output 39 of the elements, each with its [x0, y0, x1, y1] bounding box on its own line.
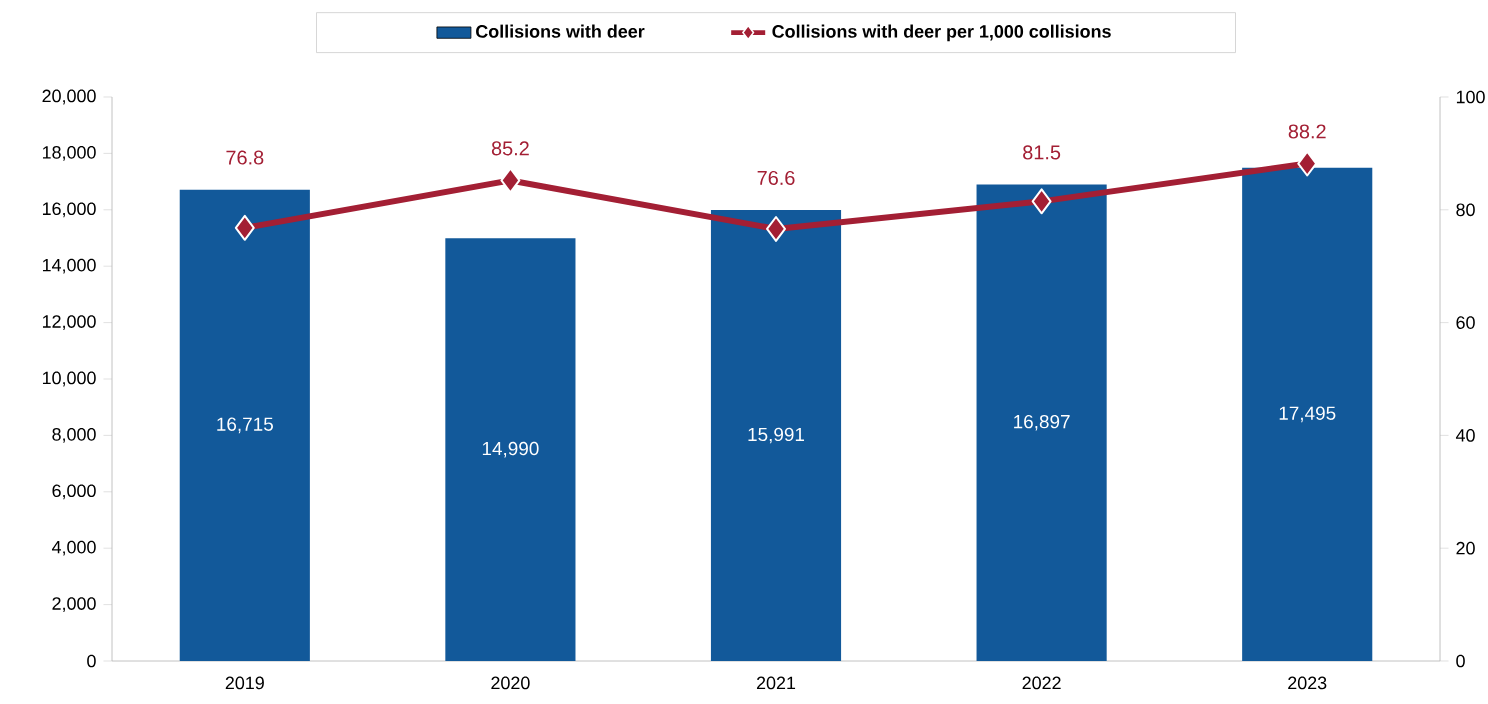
data-label: 14,990 [482, 441, 539, 458]
y2-tick-label: 20 [1456, 541, 1475, 555]
y-tick-label: 12,000 [42, 315, 96, 330]
data-label: 16,897 [1014, 414, 1070, 431]
legend-label: Collisions with deer [476, 24, 645, 38]
y-tick-label: 14,000 [42, 258, 96, 274]
data-label: 15,991 [748, 427, 805, 444]
x-tick-label: 2023 [1288, 676, 1327, 690]
data-label: 17,495 [1279, 406, 1336, 423]
point [766, 216, 786, 242]
y-tick-label: 6,000 [52, 484, 96, 500]
x-tick-label: 2021 [756, 676, 796, 690]
data-label: 76.6 [757, 170, 795, 185]
y2-tick-label: 100 [1456, 90, 1485, 104]
point [500, 167, 521, 194]
data-label: 76.8 [226, 150, 264, 165]
y-tick-label: 18,000 [42, 145, 96, 161]
y-tick-label: 10,000 [42, 371, 96, 387]
data-label: 85.2 [491, 141, 529, 156]
data-label: 88.2 [1288, 124, 1326, 139]
x-tick-label: 2020 [491, 676, 530, 690]
y-tick-label: 8,000 [52, 427, 96, 443]
y-tick-label: 16,000 [42, 202, 96, 218]
y2-tick-label: 80 [1456, 203, 1475, 217]
y2-tick-label: 40 [1455, 429, 1475, 442]
y-tick-label: 4,000 [51, 540, 96, 556]
point [1297, 150, 1318, 177]
y2-tick-label: 0 [1456, 654, 1465, 668]
data-label: 81.5 [1023, 145, 1061, 160]
y2-tick-label: 60 [1456, 316, 1475, 329]
y-tick-label: 2,000 [52, 597, 96, 612]
point [234, 214, 255, 241]
data-label: 16,715 [217, 417, 273, 434]
x-tick-label: 2022 [1022, 676, 1061, 690]
x-tick-label: 2019 [225, 676, 264, 690]
y-tick-label: 20,000 [42, 89, 96, 105]
legend-label: Collisions with deer per 1,000 collisions [772, 24, 1111, 42]
point [1031, 188, 1052, 215]
y-tick-label: 0 [87, 654, 96, 668]
